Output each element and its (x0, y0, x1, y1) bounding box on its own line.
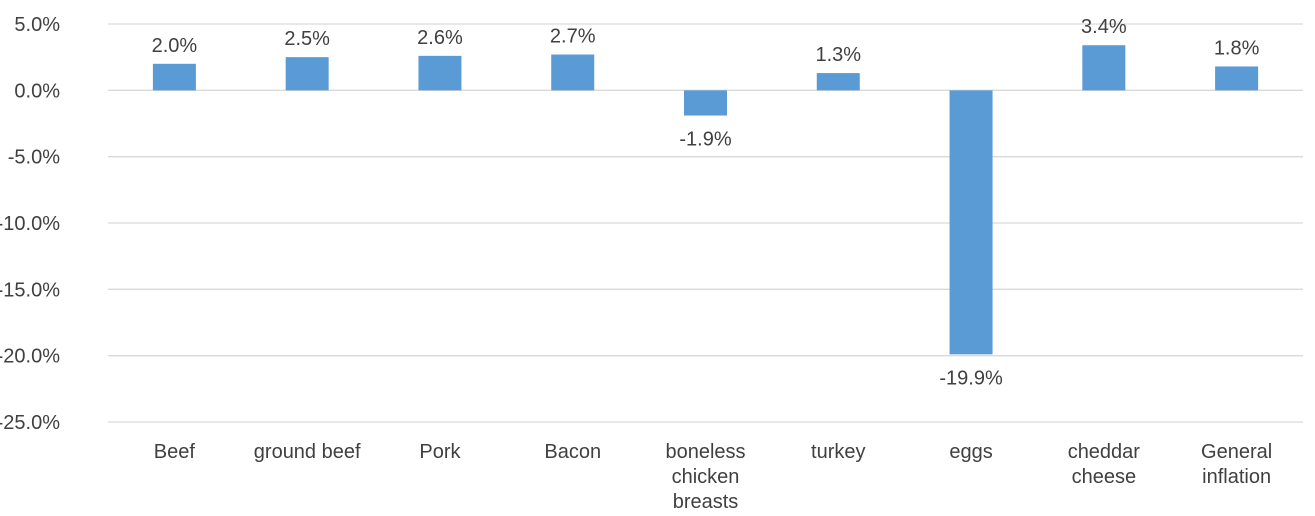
x-category-label: cheddar cheese (1068, 441, 1141, 488)
x-category-label: ground beef (254, 441, 361, 463)
category-labels: Beef ground beef Pork Bacon boneless chicken b… (154, 441, 1272, 513)
y-tick-label: -20.0% (0, 346, 60, 368)
y-tick-label: -10.0% (0, 213, 60, 235)
bar (285, 57, 329, 91)
bar (949, 90, 993, 355)
data-label: 1.3% (815, 44, 861, 66)
x-category-label: Pork (419, 441, 461, 463)
x-category-label: Beef (154, 441, 196, 463)
bar (152, 63, 196, 91)
data-label: 2.5% (284, 28, 330, 50)
x-category-label: boneless chicken breasts (665, 441, 745, 513)
data-label: 2.6% (417, 27, 463, 49)
x-category-label: Bacon (544, 441, 601, 463)
y-tick-label: 5.0% (14, 14, 60, 36)
data-labels: 2.0% 2.5% 2.6% 2.7% -1.9% 1.3% -19.9% 3.4% 1.8% (152, 16, 1260, 389)
data-label: 3.4% (1081, 16, 1127, 38)
bar (1215, 66, 1259, 91)
x-category-label: General inflation (1201, 441, 1272, 488)
y-tick-label: -5.0% (8, 147, 60, 169)
y-axis-tick-labels: 5.0% 0.0% -5.0% -10.0% -15.0% -20.0% -25.0% (0, 14, 60, 434)
bar (1082, 45, 1126, 91)
x-category-label: eggs (949, 441, 992, 463)
bar (551, 54, 595, 91)
data-label: 1.8% (1214, 37, 1260, 59)
data-label: -19.9% (939, 367, 1003, 389)
bar (684, 90, 727, 116)
data-label: 2.7% (550, 26, 596, 48)
y-tick-label: 0.0% (14, 80, 60, 102)
bar (418, 55, 462, 91)
bars (152, 45, 1259, 355)
data-label: -1.9% (679, 129, 731, 151)
bar (816, 73, 860, 91)
x-category-label: turkey (811, 441, 865, 463)
y-tick-label: -25.0% (0, 412, 60, 434)
y-tick-label: -15.0% (0, 279, 60, 301)
data-label: 2.0% (152, 35, 198, 57)
